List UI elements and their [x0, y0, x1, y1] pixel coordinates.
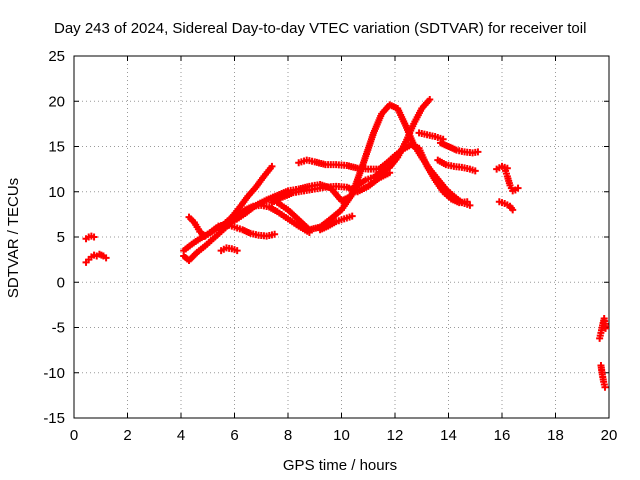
series-arc-01: [82, 232, 98, 243]
data-point: [386, 169, 394, 177]
data-point: [471, 167, 479, 175]
y-tick-label: -15: [43, 410, 65, 427]
x-tick-label: 10: [333, 427, 350, 444]
data-point: [509, 206, 517, 214]
data-point: [90, 233, 98, 241]
x-tick-label: 14: [440, 427, 457, 444]
y-tick-label: 20: [48, 93, 65, 110]
x-axis-label: GPS time / hours: [283, 457, 397, 474]
data-series: [82, 95, 610, 391]
data-point: [601, 383, 609, 391]
x-tick-label: 6: [230, 427, 238, 444]
x-axis: 0 2 4 6 8 10 12 14 16 18 20: [70, 56, 618, 444]
series-arc-18: [495, 198, 517, 214]
data-point: [348, 212, 356, 220]
series-arc-13: [415, 129, 447, 143]
y-axis-label: SDTVAR / TECUs: [5, 178, 22, 298]
series-arc-14: [436, 139, 482, 157]
series-arc-05: [185, 213, 279, 240]
data-point: [466, 201, 474, 209]
x-tick-label: 20: [601, 427, 618, 444]
data-point: [474, 148, 482, 156]
x-tick-label: 16: [494, 427, 511, 444]
series-arc-03: [95, 250, 110, 262]
x-tick-label: 8: [284, 427, 292, 444]
series-arc-19: [596, 314, 610, 342]
y-tick-label: 25: [48, 48, 65, 65]
x-tick-label: 4: [177, 427, 185, 444]
series-arc-15: [434, 156, 479, 175]
y-tick-label: 0: [57, 274, 65, 291]
x-tick-label: 0: [70, 427, 78, 444]
grid-lines: [74, 56, 609, 418]
series-arc-12: [316, 212, 356, 234]
series-arc-07: [217, 244, 241, 255]
y-tick-label: -10: [43, 365, 65, 382]
y-tick-label: 5: [57, 229, 65, 246]
series-arc-20: [597, 362, 609, 391]
data-point: [426, 95, 434, 103]
data-point: [271, 230, 279, 238]
y-axis: -15 -10 -5 0 5 10 15 20 25: [43, 48, 609, 427]
data-point: [233, 247, 241, 255]
data-point: [268, 162, 276, 170]
x-tick-label: 18: [547, 427, 564, 444]
chart-title: Day 243 of 2024, Sidereal Day-to-day VTE…: [54, 20, 586, 37]
y-tick-label: 15: [48, 139, 65, 156]
data-point: [514, 184, 522, 192]
data-point: [602, 324, 610, 332]
y-tick-label: 10: [48, 184, 65, 201]
data-point: [102, 254, 110, 262]
x-tick-label: 2: [123, 427, 131, 444]
series-arc-08: [231, 95, 434, 225]
series-arc-17: [501, 164, 522, 195]
x-tick-label: 12: [387, 427, 404, 444]
y-tick-label: -5: [52, 320, 65, 337]
series-arc-11: [273, 101, 474, 234]
